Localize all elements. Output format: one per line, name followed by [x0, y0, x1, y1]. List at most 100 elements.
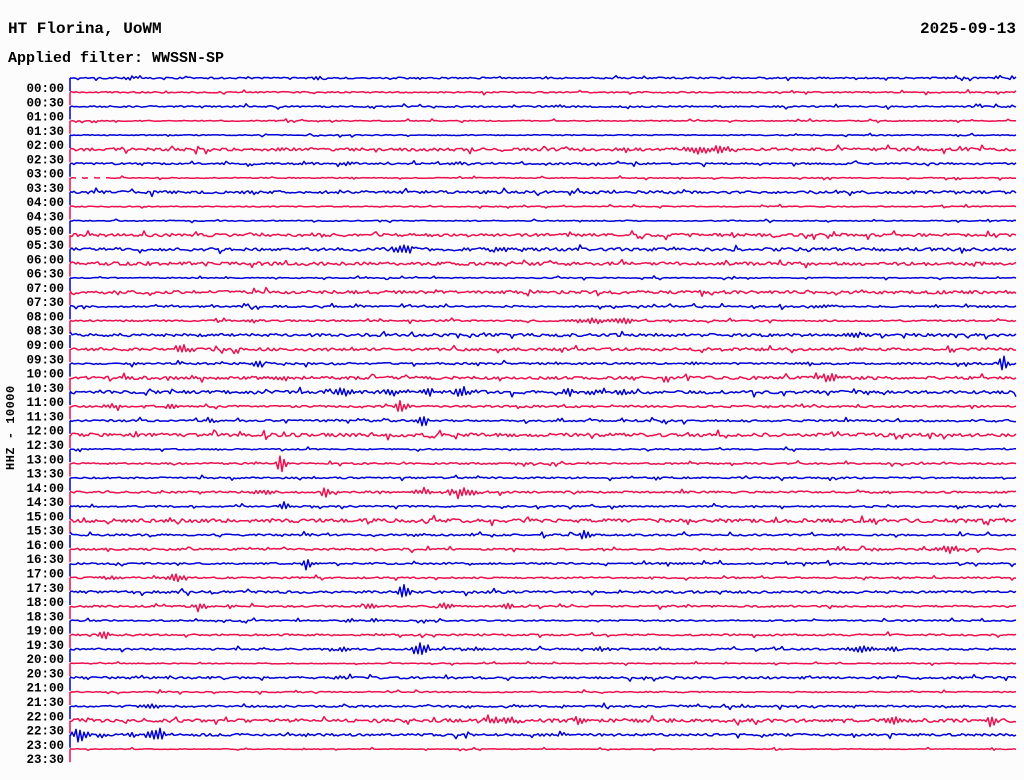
time-label: 20:30: [26, 667, 64, 681]
time-label: 00:00: [26, 82, 64, 96]
time-label: 06:30: [26, 268, 64, 282]
time-label: 22:30: [26, 725, 64, 739]
seismic-trace: [69, 617, 1017, 634]
time-label: 22:00: [26, 710, 64, 724]
time-label: 16:00: [26, 539, 64, 553]
seismic-trace: [69, 302, 1017, 320]
seismic-trace: [69, 103, 1017, 120]
time-label: 05:00: [26, 225, 64, 239]
time-label: 03:00: [26, 168, 64, 182]
seismic-trace: [69, 474, 1017, 491]
time-label: 08:00: [26, 311, 64, 325]
time-label: 07:00: [26, 282, 64, 296]
seismic-trace: [69, 187, 1017, 206]
seismic-trace: [69, 702, 1017, 720]
seismic-trace: [69, 372, 1017, 391]
time-label: 20:00: [26, 653, 64, 667]
seismic-trace: [69, 714, 1017, 734]
seismic-trace: [69, 400, 1017, 420]
time-label: 21:00: [26, 682, 64, 696]
seismic-trace: [69, 118, 1016, 134]
seismic-trace: [69, 642, 1017, 663]
seismic-trace: [69, 203, 1017, 220]
seismic-trace: [69, 132, 1017, 149]
seismic-trace: [69, 455, 1017, 477]
seismic-trace: [69, 89, 1017, 106]
seismic-trace: [69, 275, 1017, 291]
seismic-trace: [69, 746, 1017, 763]
seismic-trace: [69, 689, 1017, 705]
time-label: 18:00: [26, 596, 64, 610]
time-label: 17:30: [26, 582, 64, 596]
station-title: HT Florina, UoWM: [8, 20, 162, 38]
seismic-trace: [69, 545, 1017, 563]
seismic-trace: [69, 673, 1017, 691]
seismic-trace: [69, 559, 1017, 577]
seismic-trace: [69, 514, 1017, 534]
time-label: 04:30: [26, 211, 64, 225]
time-label: 13:30: [26, 468, 64, 482]
time-label: 12:30: [26, 439, 64, 453]
time-label: 02:30: [26, 153, 64, 167]
seismic-trace: [69, 244, 1017, 263]
seismic-trace: [69, 175, 1017, 191]
seismic-trace: [69, 429, 1017, 448]
seismic-trace: [69, 584, 1017, 605]
seismic-trace: [69, 660, 1017, 677]
time-label: 23:00: [26, 739, 64, 753]
time-label: 14:30: [26, 496, 64, 510]
time-label: 10:00: [26, 368, 64, 382]
seismic-trace: [69, 602, 1017, 620]
seismic-trace: [69, 446, 1016, 463]
time-label: 17:00: [26, 568, 64, 582]
seismic-trace: [69, 529, 1017, 548]
seismic-trace: [69, 385, 1017, 406]
time-label: 15:00: [26, 510, 64, 524]
time-label: 16:30: [26, 553, 64, 567]
time-label: 21:30: [26, 696, 64, 710]
seismic-trace: [69, 573, 1017, 591]
seismic-trace: [69, 159, 1017, 177]
seismic-trace: [69, 631, 1017, 648]
seismic-trace: [69, 258, 1017, 277]
time-label: 19:00: [26, 625, 64, 639]
time-label: 00:30: [26, 96, 64, 110]
seismic-trace: [69, 230, 1017, 248]
time-label: 23:30: [26, 753, 64, 767]
time-label: 01:30: [26, 125, 64, 139]
time-label: 14:00: [26, 482, 64, 496]
time-label: 04:00: [26, 196, 64, 210]
time-label: 05:30: [26, 239, 64, 253]
seismic-trace: [69, 74, 1017, 91]
time-label: 03:30: [26, 182, 64, 196]
filter-label: Applied filter: WWSSN-SP: [8, 50, 225, 67]
time-label: 10:30: [26, 382, 64, 396]
time-label: 15:30: [26, 525, 64, 539]
time-label: 18:30: [26, 610, 64, 624]
time-label: 06:00: [26, 253, 64, 267]
seismic-trace: [69, 727, 1017, 748]
time-label: 08:30: [26, 325, 64, 339]
seismic-trace: [69, 317, 1017, 334]
seismic-trace: [69, 286, 1017, 306]
time-label: 12:00: [26, 425, 64, 439]
time-label: 13:00: [26, 453, 64, 467]
seismic-trace: [69, 344, 1017, 363]
time-label: 09:00: [26, 339, 64, 353]
time-label: 11:00: [26, 396, 64, 410]
seismic-trace: [69, 486, 1017, 506]
time-label: 02:00: [26, 139, 64, 153]
time-label: 07:30: [26, 296, 64, 310]
time-label: 09:30: [26, 353, 64, 367]
time-label: 01:00: [26, 111, 64, 125]
seismic-trace: [69, 330, 1017, 348]
time-label: 19:30: [26, 639, 64, 653]
time-label: 11:30: [26, 410, 64, 424]
seismic-trace: [69, 416, 1016, 434]
seismic-trace: [69, 144, 1017, 163]
seismic-trace: [69, 355, 1017, 377]
date-label: 2025-09-13: [919, 20, 1016, 38]
seismic-trace: [69, 218, 1017, 234]
